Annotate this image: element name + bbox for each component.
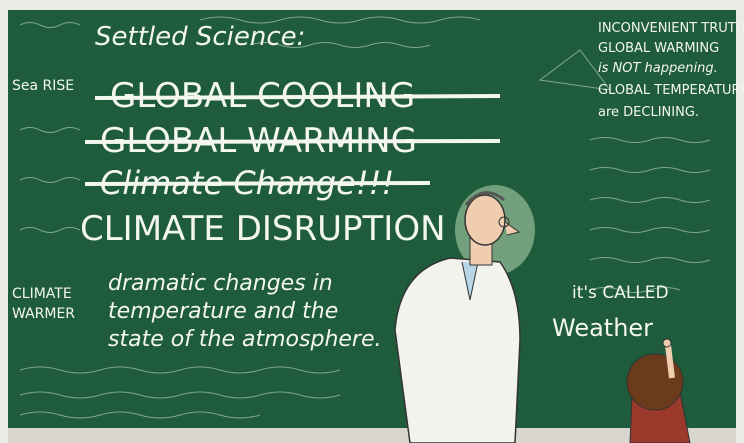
kid-note: Weather — [552, 314, 653, 342]
current-term: CLIMATE DISRUPTION — [80, 209, 446, 249]
cartoon: Settled Science: GLOBAL COOLING GLOBAL W… — [0, 0, 744, 443]
sidebar-line: GLOBAL WARMING — [598, 41, 719, 56]
strike-line — [85, 183, 430, 184]
sidebar-line: are DECLINING. — [598, 105, 699, 120]
margin-note: CLIMATE — [12, 286, 72, 302]
strike-line — [95, 96, 500, 98]
chalk-ledge — [8, 428, 736, 443]
definition-line: temperature and the — [108, 299, 338, 324]
margin-note: WARMER — [12, 306, 75, 322]
margin-note: Sea RISE — [12, 78, 74, 94]
sidebar-line: GLOBAL TEMPERATURE — [598, 83, 744, 98]
definition-line: state of the atmosphere. — [108, 327, 382, 352]
sidebar-line: is NOT happening. — [598, 61, 718, 76]
definition-line: dramatic changes in — [108, 271, 333, 296]
heading: Settled Science: — [95, 22, 305, 52]
strike-line — [85, 141, 500, 142]
sidebar-line: INCONVENIENT TRUTH — [598, 21, 744, 36]
kid-note: it's CALLED — [572, 283, 669, 303]
